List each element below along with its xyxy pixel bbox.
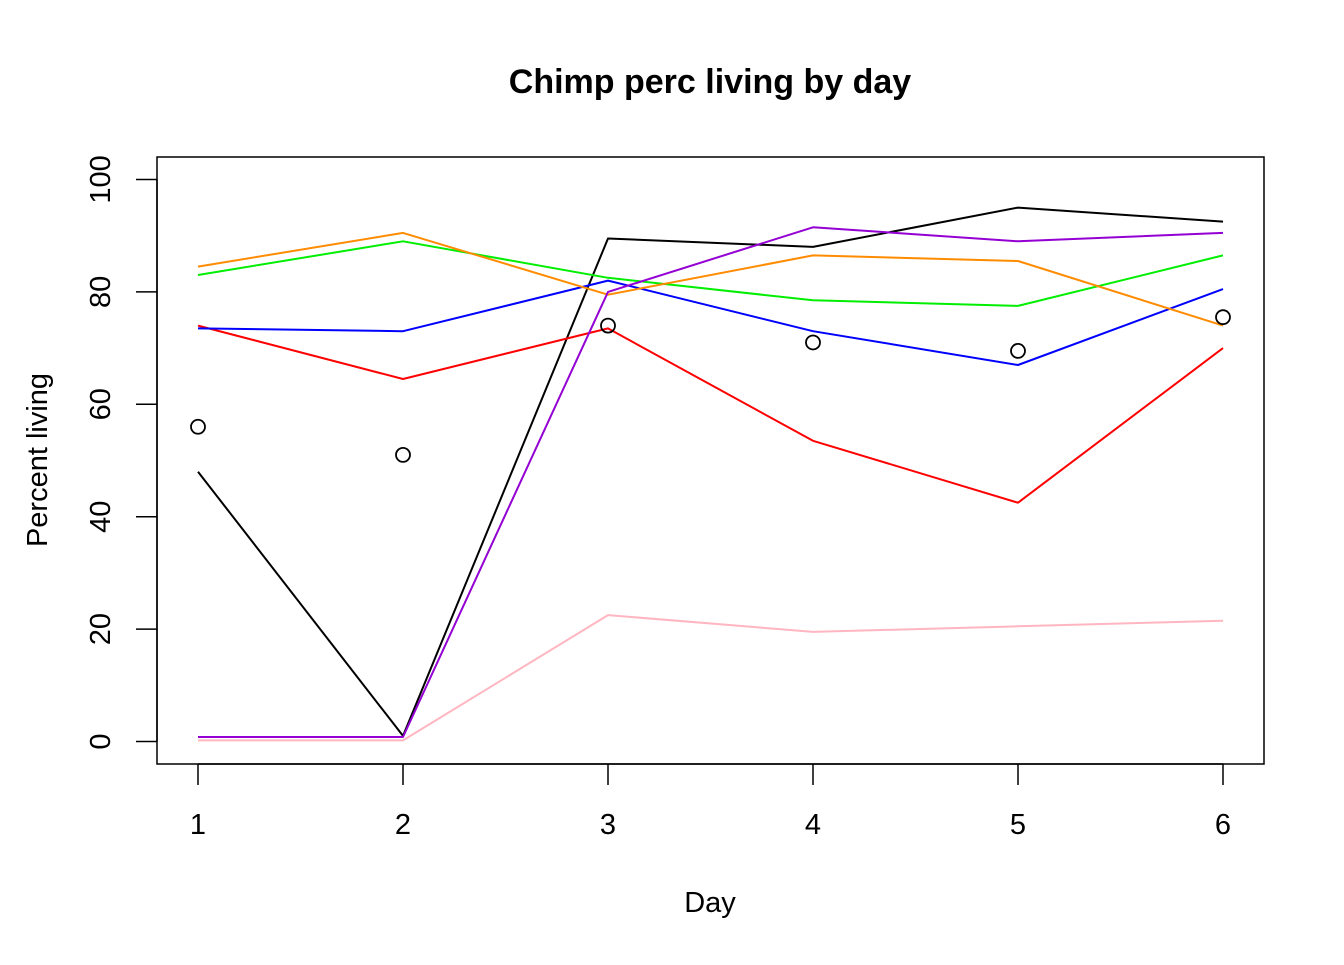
series-line-4: [197, 279, 1224, 366]
x-tick-label: 2: [395, 809, 411, 841]
x-tick-label: 6: [1215, 809, 1231, 841]
data-point: [600, 317, 616, 334]
x-tick-label: 3: [600, 809, 616, 841]
y-tick-label: 40: [85, 501, 117, 533]
series-line-3: [197, 240, 1224, 307]
series-line-6: [198, 226, 1224, 738]
series-line-5: [197, 231, 1224, 327]
series-layer: [197, 206, 1224, 742]
y-tick-label: 60: [85, 388, 117, 420]
y-axis: 0 20 40 60 80 100: [85, 155, 158, 750]
series-line-2: [197, 324, 1224, 504]
data-point: [190, 418, 206, 435]
x-tick-label: 1: [190, 809, 206, 841]
y-tick-label: 20: [85, 613, 117, 645]
data-point: [1010, 343, 1026, 359]
x-axis: 1 2 3 4 5 6: [190, 763, 1231, 841]
y-tick-label: 0: [85, 733, 117, 749]
y-axis-label: Percent living: [22, 373, 54, 547]
plot-frame: [156, 156, 1265, 765]
series-line-1: [197, 206, 1224, 737]
x-tick-label: 4: [805, 809, 821, 841]
y-tick-label: 100: [85, 155, 117, 203]
chart-title: Chimp perc living by day: [509, 63, 912, 101]
data-point: [1215, 309, 1231, 326]
points-layer: [190, 309, 1231, 463]
x-axis-label: Day: [684, 887, 736, 919]
y-tick-label: 80: [85, 276, 117, 308]
x-tick-label: 5: [1010, 809, 1026, 841]
data-point: [805, 334, 821, 351]
data-point: [395, 446, 411, 463]
series-line-7: [198, 614, 1224, 742]
